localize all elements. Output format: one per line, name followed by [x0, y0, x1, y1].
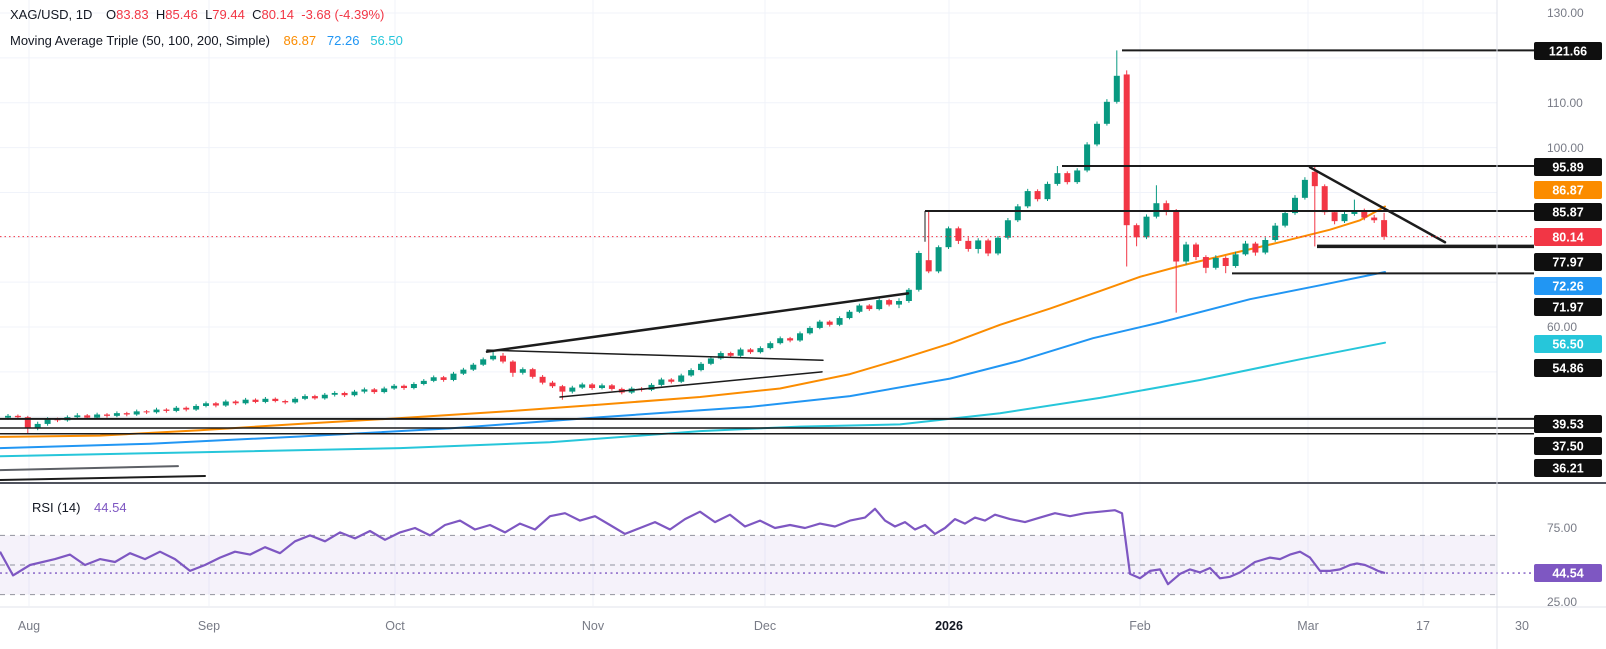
price-label-badge: 54.86 [1534, 359, 1602, 377]
ma200-value: 56.50 [370, 33, 403, 48]
candlestick-series [5, 50, 1388, 434]
symbol-title[interactable]: XAG/USD, 1D [10, 7, 93, 22]
low-value: 79.44 [212, 7, 245, 22]
price-label-badge: 86.87 [1534, 181, 1602, 199]
price-label-badge: 72.26 [1534, 277, 1602, 295]
pane-content [0, 0, 1497, 606]
trendline-drawings [0, 49, 1534, 481]
price-label-badge: 85.87 [1534, 203, 1602, 221]
ma100-value: 72.26 [326, 33, 360, 48]
rsi-line [0, 507, 1386, 586]
svg-text:36.21: 36.21 [1552, 462, 1583, 476]
axis-tick-label: 60.00 [1547, 320, 1577, 334]
price-label-badge: 44.54 [1534, 564, 1602, 582]
time-axis-label: Mar [1297, 619, 1319, 633]
time-axis-label: 2026 [935, 619, 963, 633]
price-label-badge: 80.14 [1534, 228, 1602, 246]
price-label-badge: 71.97 [1534, 298, 1602, 316]
svg-text:54.86: 54.86 [1552, 362, 1583, 376]
axis-tick-label: 75.00 [1547, 521, 1577, 535]
price-axis[interactable]: 130.00 110.00 100.00 60.00 75.00 25.00 121.66 9… [1534, 6, 1602, 609]
svg-text:44.54: 44.54 [1552, 567, 1583, 581]
close-value: 80.14 [261, 7, 295, 22]
price-label-badge: 36.21 [1534, 459, 1602, 477]
svg-text:39.53: 39.53 [1552, 418, 1583, 432]
time-axis-label: Dec [754, 619, 776, 633]
ma-line-sma-100 [0, 271, 1386, 450]
price-label-badge: 37.50 [1534, 437, 1602, 455]
axis-tick-label: 25.00 [1547, 595, 1577, 609]
time-axis-label: 30 [1515, 619, 1529, 633]
time-axis-label: Feb [1129, 619, 1151, 633]
symbol-legend: XAG/USD, 1D O83.83 H85.46 L79.44 C80.14 … [10, 7, 384, 23]
ma-legend: Moving Average Triple (50, 100, 200, Sim… [10, 33, 403, 49]
rsi-pane [0, 534, 1497, 596]
time-axis-label: 17 [1416, 619, 1430, 633]
price-label-badge: 56.50 [1534, 335, 1602, 353]
ma-line-sma-200 [0, 341, 1386, 458]
low-label: L [205, 7, 213, 22]
rsi-indicator-legend: RSI (14) 44.54 [32, 500, 127, 516]
price-label-badge: 77.97 [1534, 253, 1602, 271]
svg-text:80.14: 80.14 [1552, 231, 1583, 245]
ma-indicator-title[interactable]: Moving Average Triple (50, 100, 200, Sim… [10, 33, 270, 48]
time-axis-label: Aug [18, 619, 40, 633]
rsi-value: 44.54 [94, 500, 127, 515]
svg-text:71.97: 71.97 [1552, 301, 1583, 315]
svg-text:85.87: 85.87 [1552, 206, 1583, 220]
svg-text:121.66: 121.66 [1549, 45, 1587, 59]
svg-text:72.26: 72.26 [1552, 280, 1583, 294]
svg-text:95.89: 95.89 [1552, 161, 1583, 175]
time-axis-label: Sep [198, 619, 220, 633]
high-value: 85.46 [165, 7, 198, 22]
change-value: -3.68 (-4.39%) [301, 7, 385, 22]
svg-text:56.50: 56.50 [1552, 338, 1583, 352]
price-label-badge: 95.89 [1534, 158, 1602, 176]
open-label: O [105, 7, 117, 22]
axis-tick-label: 130.00 [1547, 6, 1584, 20]
open-value: 83.83 [116, 7, 149, 22]
rsi-title[interactable]: RSI (14) [32, 500, 81, 515]
price-label-badge: 39.53 [1534, 415, 1602, 433]
gridlines [0, 0, 1497, 606]
time-axis-label: Nov [582, 619, 605, 633]
axis-tick-label: 110.00 [1547, 96, 1583, 110]
svg-text:77.97: 77.97 [1552, 256, 1583, 270]
high-label: H [155, 7, 166, 22]
close-label: C [252, 7, 262, 22]
svg-text:37.50: 37.50 [1552, 440, 1583, 454]
time-axis[interactable]: Aug Sep Oct Nov Dec 2026 Feb Mar 17 30 [18, 619, 1529, 633]
price-label-badge: 121.66 [1534, 42, 1602, 60]
time-axis-label: Oct [385, 619, 405, 633]
axis-tick-label: 100.00 [1547, 141, 1584, 155]
svg-text:86.87: 86.87 [1552, 184, 1583, 198]
ma50-value: 86.87 [283, 33, 317, 48]
